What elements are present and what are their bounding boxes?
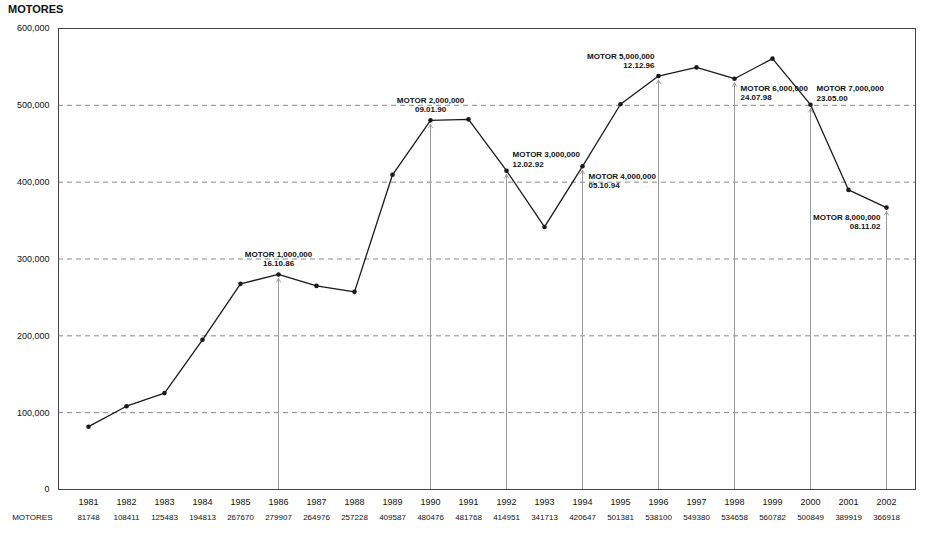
svg-text:1988: 1988 [344,497,364,507]
svg-text:1991: 1991 [458,497,478,507]
svg-text:1998: 1998 [724,497,744,507]
svg-text:341713: 341713 [531,513,558,522]
svg-text:100,000: 100,000 [17,408,50,418]
svg-text:1989: 1989 [382,497,402,507]
svg-text:409587: 409587 [379,513,406,522]
svg-text:389919: 389919 [835,513,862,522]
svg-text:264976: 264976 [303,513,330,522]
svg-text:600,000: 600,000 [17,23,50,33]
svg-text:414951: 414951 [493,513,520,522]
svg-text:257228: 257228 [341,513,368,522]
svg-text:1997: 1997 [686,497,706,507]
svg-text:1995: 1995 [610,497,630,507]
svg-text:549380: 549380 [683,513,710,522]
svg-text:MOTOR 6,000,00024.07.98: MOTOR 6,000,00024.07.98 [741,84,809,102]
svg-text:MOTOR 3,000,00012.02.92: MOTOR 3,000,00012.02.92 [513,150,581,168]
svg-text:500,000: 500,000 [17,100,50,110]
svg-text:2000: 2000 [800,497,820,507]
svg-text:400,000: 400,000 [17,177,50,187]
svg-text:500849: 500849 [797,513,824,522]
svg-text:1984: 1984 [192,497,212,507]
svg-text:1993: 1993 [534,497,554,507]
svg-text:1986: 1986 [268,497,288,507]
svg-text:1987: 1987 [306,497,326,507]
svg-text:267670: 267670 [227,513,254,522]
svg-text:MOTORES: MOTORES [12,513,52,522]
svg-text:420647: 420647 [569,513,596,522]
svg-text:480476: 480476 [417,513,444,522]
svg-text:108411: 108411 [113,513,140,522]
svg-text:501381: 501381 [607,513,634,522]
svg-text:MOTOR 5,000,00012.12.96: MOTOR 5,000,00012.12.96 [587,52,655,70]
svg-text:1990: 1990 [420,497,440,507]
svg-text:MOTOR 2,000,00009.01.90: MOTOR 2,000,00009.01.90 [397,96,465,114]
svg-text:2001: 2001 [838,497,858,507]
svg-text:1983: 1983 [154,497,174,507]
svg-text:1982: 1982 [116,497,136,507]
svg-text:2002: 2002 [876,497,896,507]
svg-text:MOTOR 4,000,00005.10.94: MOTOR 4,000,00005.10.94 [589,172,657,190]
svg-text:1992: 1992 [496,497,516,507]
svg-text:MOTOR 1,000,00016.10.86: MOTOR 1,000,00016.10.86 [245,250,313,268]
svg-text:481768: 481768 [455,513,482,522]
svg-text:125483: 125483 [151,513,178,522]
svg-text:534658: 534658 [721,513,748,522]
svg-text:MOTOR 8,000,00008.11.02: MOTOR 8,000,00008.11.02 [813,213,881,231]
svg-text:560782: 560782 [759,513,786,522]
svg-text:1981: 1981 [78,497,98,507]
html-text:MOTORES: MOTORES [8,3,64,15]
svg-text:279907: 279907 [265,513,292,522]
svg-text:MOTOR 7,000,00023.05.00: MOTOR 7,000,00023.05.00 [817,84,885,102]
svg-text:366918: 366918 [873,513,900,522]
svg-text:1994: 1994 [572,497,592,507]
svg-text:0: 0 [44,484,49,494]
svg-text:1999: 1999 [762,497,782,507]
svg-text:200,000: 200,000 [17,331,50,341]
svg-text:1985: 1985 [230,497,250,507]
svg-text:1996: 1996 [648,497,668,507]
svg-text:81748: 81748 [77,513,100,522]
svg-text:194813: 194813 [189,513,216,522]
svg-text:538100: 538100 [645,513,672,522]
svg-text:300,000: 300,000 [17,254,50,264]
